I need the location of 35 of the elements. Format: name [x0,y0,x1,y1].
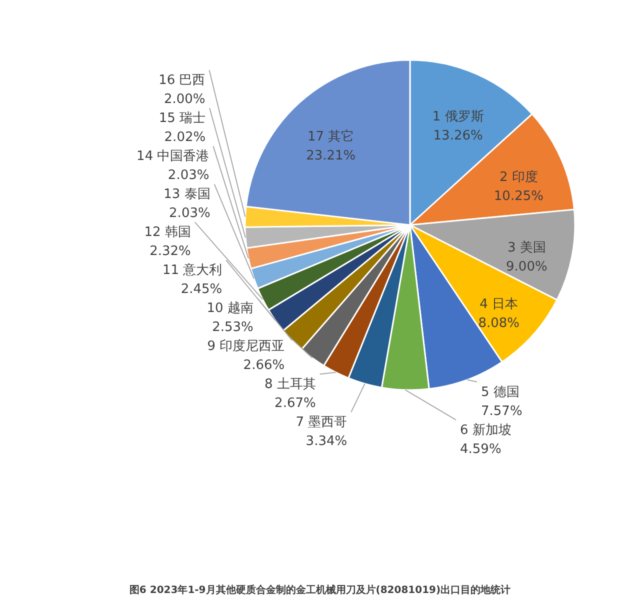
slice-label: 16 巴西 [158,73,206,88]
data-label: 2.67% [274,396,316,412]
slice-label: 9 印度尼西亚 [207,338,285,354]
slice-label: 5 德国 [481,384,520,400]
data-label: 2.45% [180,282,222,298]
data-label: 2.02% [164,130,206,146]
slice-label: 6 新加坡 [460,422,512,438]
data-label: 2.32% [150,244,191,260]
slice-label: 3 美国 [507,239,546,256]
slice-label: 7 墨西哥 [296,415,348,430]
data-label: 3.34% [306,434,348,450]
caption: 图6 2023年1-9月其他硬质合金制的金工机械用刀及片(82081019)出口目的地统计 [129,584,511,596]
slice-label: 8 土耳其 [264,377,316,392]
slice-label: 1 俄罗斯 [432,109,484,124]
slice-label: 14 中国香港 [136,149,210,164]
slice-label: 10 越南 [206,301,254,316]
data-label: 8.08% [478,316,520,331]
data-label: 4.59% [460,442,502,457]
data-label: 2.66% [243,358,285,374]
data-label: 10.25% [494,189,544,204]
data-label: 2.03% [168,168,210,184]
slice-label: 15 瑞士 [158,111,206,126]
data-label: 7.57% [481,404,522,419]
data-label: 2.53% [212,320,254,336]
slice-label: 2 印度 [499,169,538,186]
slice-label: 4 日本 [480,296,518,312]
slice-label: 13 泰国 [164,187,210,202]
slice-label: 17 其它 [308,128,354,144]
data-label: 2.03% [169,206,210,222]
data-label: 9.00% [506,259,548,274]
slice-label: 11 意大利 [162,263,222,278]
slice-label: 12 韩国 [144,225,191,240]
data-label: 2.00% [164,92,206,108]
data-label: 23.21% [306,148,356,164]
data-label: 13.26% [433,128,483,144]
